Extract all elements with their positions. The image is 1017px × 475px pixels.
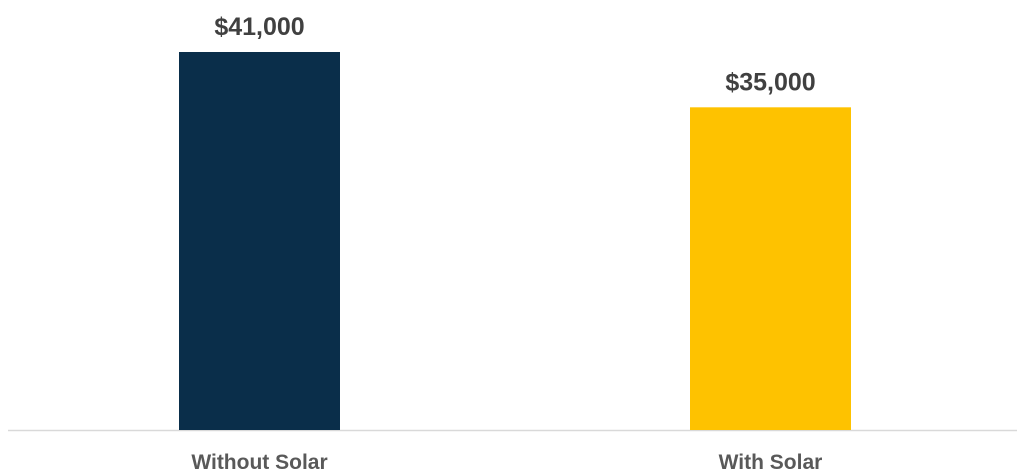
bar [179,52,340,430]
x-tick-label: Without Solar [191,451,327,474]
bar [690,107,851,430]
value-label: $41,000 [214,13,304,41]
value-label: $35,000 [725,68,815,96]
x-tick-label: With Solar [719,451,823,474]
